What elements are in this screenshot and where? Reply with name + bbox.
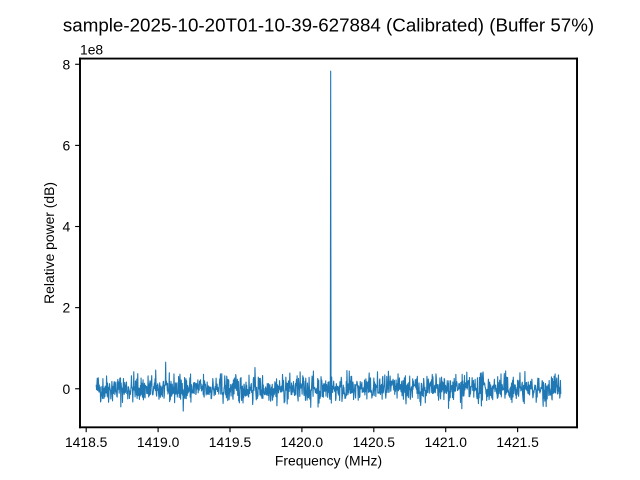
- svg-text:1420.0: 1420.0: [281, 434, 324, 450]
- svg-text:0: 0: [63, 381, 71, 397]
- svg-text:1418.5: 1418.5: [65, 434, 108, 450]
- svg-text:1419.0: 1419.0: [137, 434, 180, 450]
- svg-text:1e8: 1e8: [80, 41, 103, 57]
- svg-text:6: 6: [63, 137, 71, 153]
- svg-text:sample-2025-10-20T01-10-39-627: sample-2025-10-20T01-10-39-627884 (Calib…: [63, 14, 594, 35]
- svg-text:4: 4: [63, 219, 71, 235]
- svg-text:2: 2: [63, 300, 71, 316]
- svg-text:1421.5: 1421.5: [496, 434, 539, 450]
- svg-text:8: 8: [63, 56, 71, 72]
- svg-text:1419.5: 1419.5: [209, 434, 252, 450]
- svg-text:Relative power (dB): Relative power (dB): [41, 182, 57, 304]
- svg-text:Frequency (MHz): Frequency (MHz): [275, 453, 382, 469]
- svg-text:1420.5: 1420.5: [353, 434, 396, 450]
- svg-text:1421.0: 1421.0: [424, 434, 467, 450]
